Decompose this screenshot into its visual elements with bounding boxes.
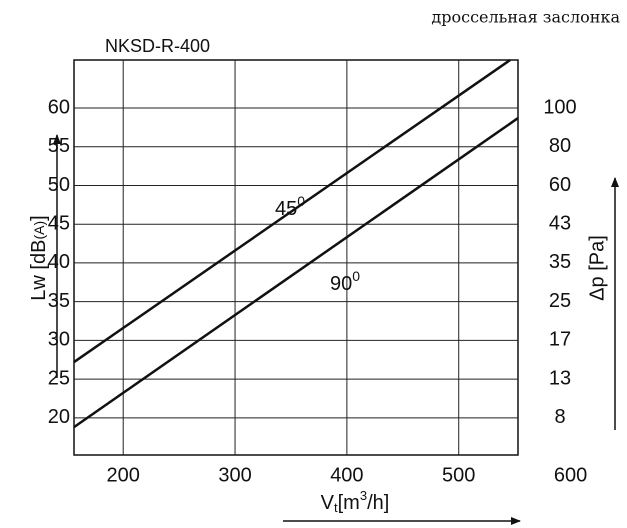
header: дроссельная заслонка (431, 8, 620, 27)
series-name-sup: 0 (352, 268, 360, 284)
x-tick-label: 600 (554, 464, 587, 486)
x-tick-label: 300 (218, 464, 251, 486)
y2-tick-label: 25 (549, 290, 571, 312)
y-tick-label: 25 (48, 367, 70, 389)
y-tick-label: 35 (48, 290, 70, 312)
y-tick-label: 60 (48, 96, 70, 118)
series-line (73, 58, 511, 364)
series-line (73, 117, 519, 429)
x-tick-label: 200 (107, 464, 140, 486)
series-label: 450 (275, 193, 305, 221)
series-name: 45 (275, 198, 297, 220)
series-name: 90 (330, 273, 352, 295)
y-tick-label: 30 (48, 329, 70, 351)
y-tick-label: 50 (48, 174, 70, 196)
y2-tick-label: 100 (543, 96, 576, 118)
y-tick-label: 55 (48, 135, 70, 157)
y2-tick-label: 8 (554, 406, 565, 428)
series-name-sup: 0 (297, 193, 305, 209)
x-axis-label: Vt[m3/h] (321, 488, 390, 515)
y2-tick-label: 35 (549, 251, 571, 273)
chart-title: NKSD-R-400 (105, 36, 210, 56)
y2-axis-label: Δp [Pa] (586, 235, 608, 301)
y2-tick-label: 43 (549, 212, 571, 234)
y-axis-label: Lw [dB(A)] (28, 215, 50, 300)
x-tick-label: 500 (442, 464, 475, 486)
y-tick-label: 45 (48, 212, 70, 234)
y2-tick-label: 60 (549, 174, 571, 196)
plot-frame (73, 59, 519, 456)
y-tick-label: 40 (48, 251, 70, 273)
y2-tick-label: 17 (549, 329, 571, 351)
y2-tick-label: 80 (549, 135, 571, 157)
x-tick-label: 400 (330, 464, 363, 486)
series-label: 900 (330, 268, 360, 296)
y2-tick-label: 13 (549, 367, 571, 389)
y-tick-label: 20 (48, 406, 70, 428)
